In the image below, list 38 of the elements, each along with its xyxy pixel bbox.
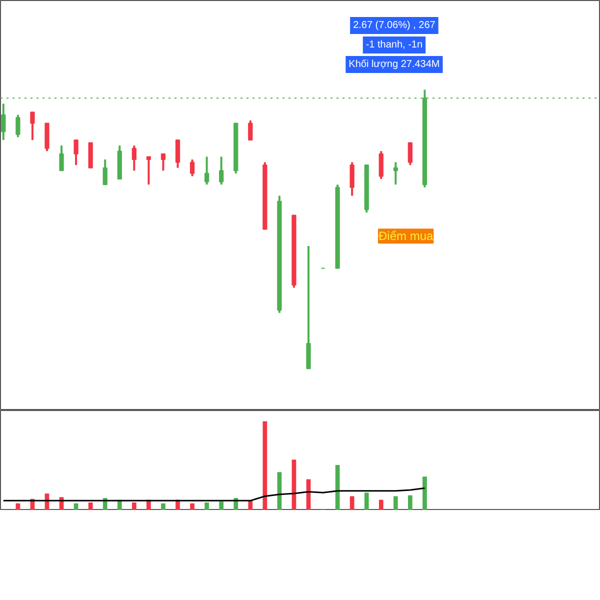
candlestick [378,150,384,180]
bar [378,500,384,510]
bar [248,500,253,510]
candlestick [248,119,253,141]
bar [74,503,78,510]
candlestick [350,161,354,197]
candlestick [393,161,398,186]
text: -1 thanh, -1n [366,39,423,50]
candlestick [160,152,166,172]
annotation: Điểm mua [378,229,434,244]
candlestick [146,156,151,186]
bar [16,503,20,510]
candlestick [204,156,210,186]
candlestick [132,144,136,172]
bar [350,496,354,510]
bar [219,502,224,510]
bar [364,492,369,510]
candlestick [219,156,224,186]
bar [190,503,194,510]
candlestick [190,158,195,178]
bar [88,502,93,510]
candlestick [30,111,35,141]
text: Khối lượng 27.434M [348,59,440,70]
candlestick [175,138,180,169]
candlestick [59,144,64,172]
candlestick [102,158,108,186]
bar [422,476,427,510]
bar [408,495,412,510]
bar [204,502,209,510]
candlestick [16,114,20,138]
bar [132,502,136,510]
bar [393,496,398,510]
candlestick [1,102,6,141]
bar [161,503,166,510]
text: 2.67 (7.06%) , 267 [353,20,436,31]
candlestick [408,142,412,166]
bar [262,421,268,510]
candlestick [74,138,78,166]
